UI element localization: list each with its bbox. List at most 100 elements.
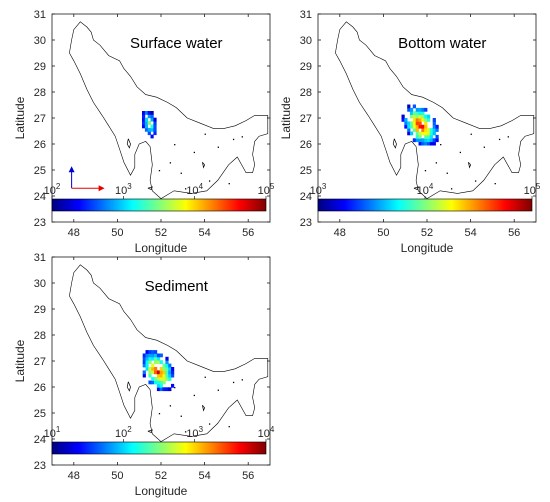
island-dot <box>507 136 509 138</box>
coastline-group <box>69 264 269 442</box>
heat-cell <box>415 118 419 122</box>
y-tick-label: 30 <box>34 278 46 290</box>
y-tick-label: 28 <box>34 87 46 99</box>
heat-cell <box>421 128 425 132</box>
heat-cell <box>148 356 152 361</box>
island-dot <box>174 144 176 146</box>
heat-cell <box>418 111 422 115</box>
y-tick-label: 25 <box>300 165 312 177</box>
heat-cell <box>407 121 411 126</box>
y-tick-label: 28 <box>34 330 46 342</box>
heat-cell <box>415 121 419 126</box>
heat-cell <box>407 128 411 132</box>
heat-cell <box>427 131 431 136</box>
x-tick-label: 50 <box>111 227 123 239</box>
heat-cell <box>162 387 166 392</box>
heat-cell <box>165 377 169 381</box>
heat-cell <box>412 128 416 132</box>
heat-cell <box>415 128 419 132</box>
heat-cell <box>435 134 439 139</box>
heat-cell <box>429 141 433 146</box>
coastline <box>335 21 535 199</box>
y-tick-label: 27 <box>34 113 46 125</box>
island-dot <box>483 146 485 148</box>
heat-cell <box>148 373 152 378</box>
heat-cell <box>142 370 146 375</box>
island-dot <box>450 188 453 190</box>
heat-cell <box>148 380 152 385</box>
heat-cell <box>159 367 163 371</box>
y-tick-label: 23 <box>34 460 46 472</box>
heat-cell <box>429 131 433 136</box>
y-axis-label: Latitude <box>13 96 27 139</box>
colorbar-tick-label: 102 <box>115 425 132 440</box>
heat-cell <box>418 138 422 143</box>
x-axis-label: Longitude <box>135 241 188 255</box>
island <box>202 161 206 169</box>
heat-cell <box>150 117 154 122</box>
coastline-group <box>69 21 269 199</box>
island <box>413 186 419 190</box>
heat-cell <box>432 141 436 146</box>
heat-cell <box>142 373 146 378</box>
heat-cell <box>165 363 169 368</box>
x-axis-label: Longitude <box>135 484 188 498</box>
heat-cell <box>154 380 158 385</box>
y-tick-label: 27 <box>34 356 46 368</box>
heat-cell <box>432 138 436 143</box>
x-tick-label: 56 <box>242 470 254 482</box>
heat-cell <box>144 117 149 122</box>
island-dot <box>180 172 182 174</box>
heat-cell <box>415 114 419 119</box>
heat-cell <box>154 356 158 361</box>
heat-cell <box>412 111 416 115</box>
island <box>147 429 153 433</box>
heat-cell <box>148 353 152 358</box>
island-dot <box>232 138 235 141</box>
heat-cell <box>159 360 163 364</box>
heat-cell <box>156 387 161 392</box>
heat-cell <box>401 114 405 119</box>
island <box>126 138 131 149</box>
chart-panel-2: 23 24 25 26 27 28 29 30 31 48 50 52 54 56 Longitude Lat… <box>279 9 541 255</box>
heat-cell <box>412 138 416 143</box>
heat-cell <box>410 107 414 112</box>
y-tick-label: 25 <box>34 165 46 177</box>
heat-cell <box>142 363 146 368</box>
heat-cell <box>147 111 151 115</box>
y-tick-label: 23 <box>34 217 46 229</box>
heat-cell <box>154 353 158 358</box>
x-tick-label: 50 <box>111 470 123 482</box>
heat-cell <box>150 134 154 139</box>
panel-title: Surface water <box>130 35 223 52</box>
heat-cell <box>171 367 175 371</box>
heat-cell <box>168 377 172 381</box>
y-tick-label: 23 <box>300 217 312 229</box>
heat-cell <box>159 353 163 358</box>
heat-cell <box>148 367 152 371</box>
heat-cell <box>415 124 419 129</box>
heat-cell <box>150 111 154 115</box>
island-dot <box>217 389 219 391</box>
heat-cells <box>142 350 175 392</box>
heat-cell <box>427 134 431 139</box>
island-dot <box>498 138 501 141</box>
heat-cell <box>159 373 163 378</box>
heat-cell <box>159 383 163 388</box>
island-dot <box>470 133 472 135</box>
heat-cell <box>407 107 411 112</box>
heat-cell <box>424 134 428 139</box>
colorbar <box>51 198 267 212</box>
island-dot <box>169 162 172 164</box>
island-dot <box>440 144 442 146</box>
island <box>468 161 472 169</box>
heat-cell <box>142 111 146 115</box>
heat-cell <box>404 124 408 129</box>
heat-cell <box>151 377 155 381</box>
island-dot <box>217 146 219 148</box>
heat-cell <box>407 124 411 129</box>
heat-cell <box>153 131 157 136</box>
coastline-group <box>335 21 535 199</box>
island-dot <box>204 376 206 378</box>
